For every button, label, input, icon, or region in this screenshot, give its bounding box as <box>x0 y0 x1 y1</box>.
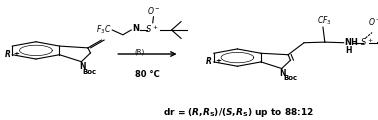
Text: NH: NH <box>344 38 358 47</box>
Text: $O^-$: $O^-$ <box>147 5 161 16</box>
Text: R: R <box>5 50 11 59</box>
Text: N: N <box>79 62 86 71</box>
Text: N: N <box>132 24 139 33</box>
Text: $S^+$: $S^+$ <box>359 36 373 48</box>
Text: $CF_3$: $CF_3$ <box>318 14 332 27</box>
Text: +: + <box>215 58 221 64</box>
Text: R: R <box>206 57 212 66</box>
Text: N: N <box>280 69 286 78</box>
Text: H: H <box>345 46 352 55</box>
Text: $F_3C$: $F_3C$ <box>96 24 112 36</box>
Text: 80 °C: 80 °C <box>135 70 160 79</box>
Text: (R): (R) <box>135 48 145 55</box>
Text: +: + <box>14 51 19 57</box>
Text: Boc: Boc <box>283 75 297 81</box>
Text: $O^-$: $O^-$ <box>368 16 378 27</box>
Text: dr = ($\bfit{R}$,$\bfit{R}$$_\mathbf{S}$)/($\bfit{S}$,$\bfit{R}$$_\mathbf{S}$) u: dr = ($\bfit{R}$,$\bfit{R}$$_\mathbf{S}$… <box>163 106 314 119</box>
Text: $S^+$: $S^+$ <box>145 23 159 35</box>
Text: Boc: Boc <box>83 69 97 75</box>
